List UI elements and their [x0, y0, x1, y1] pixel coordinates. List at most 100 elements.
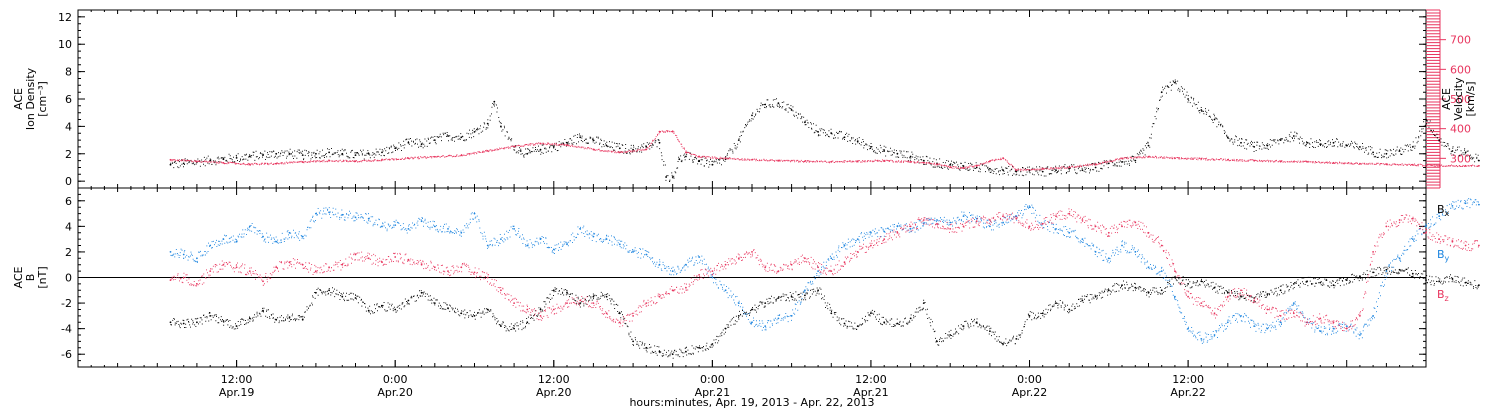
legend-sub: z: [1445, 294, 1449, 303]
bx-point: [989, 330, 991, 333]
by-point: [1385, 270, 1388, 272]
by-point: [1411, 238, 1414, 241]
x-tick-time: 0:00: [700, 373, 725, 386]
by-point: [1107, 257, 1110, 260]
y-tick-label: 6: [65, 93, 72, 106]
y-tick-label: 0: [65, 272, 72, 285]
b-axis-title-line: [nT]: [36, 266, 49, 288]
by-point: [949, 221, 952, 224]
y-tick-label: 0: [65, 175, 72, 188]
density-point: [1306, 141, 1308, 144]
bx-point: [566, 291, 568, 294]
bz-point: [751, 251, 753, 253]
bx-point: [1041, 312, 1044, 315]
bx-point: [777, 297, 780, 299]
by-point: [420, 220, 423, 223]
bx-point: [328, 289, 330, 292]
bz-point: [1213, 312, 1216, 315]
bx-point: [962, 325, 965, 327]
density-point: [1451, 150, 1454, 152]
bz-point: [209, 270, 212, 272]
bz-point: [922, 219, 925, 221]
y-tick-label: 10: [58, 38, 72, 51]
bx-point: [1332, 284, 1335, 287]
bz-point: [870, 244, 872, 247]
bz-point: [1425, 231, 1427, 234]
y-tick-label: 4: [65, 220, 72, 233]
density-point: [764, 103, 767, 106]
density-point: [737, 139, 740, 142]
bx-point: [222, 320, 225, 322]
bx-point: [843, 322, 846, 325]
bx-point: [1359, 275, 1361, 278]
bz-point: [817, 266, 819, 269]
bz-point: [1332, 321, 1335, 324]
top-series: [169, 79, 1480, 182]
bx-point: [473, 315, 476, 317]
density-samples: [170, 79, 1479, 182]
x-tick-time: 12:00: [1172, 373, 1204, 386]
bz-point: [658, 295, 661, 298]
density-point: [685, 155, 687, 158]
bz-point: [500, 289, 502, 292]
bz-samples: [170, 208, 1479, 332]
bx-point: [407, 299, 410, 302]
density-point: [367, 152, 370, 155]
density-point: [1015, 170, 1018, 173]
bx-point: [817, 289, 819, 292]
bz-point: [486, 276, 489, 279]
by-point: [711, 276, 714, 279]
x-tick-date: Apr.22: [1012, 386, 1048, 399]
bx-point: [1345, 279, 1348, 281]
bz-point: [804, 257, 806, 260]
by-point: [1438, 215, 1441, 218]
velocity-tick-label: 600: [1450, 63, 1471, 76]
by-point: [1028, 206, 1031, 209]
bx-point: [1279, 289, 1282, 292]
bz-point: [1464, 244, 1467, 247]
bz-point: [407, 258, 410, 261]
bx-point: [288, 316, 291, 318]
y-tick-label: -4: [61, 323, 72, 336]
y-tick-label: 8: [65, 66, 72, 79]
by-point: [989, 225, 991, 228]
bz-point: [685, 286, 687, 289]
bz-point: [1240, 289, 1242, 292]
density-point: [883, 150, 886, 152]
by-point: [341, 213, 344, 216]
bz-point: [1319, 317, 1322, 320]
bx-point: [196, 321, 198, 324]
x-tick-date: Apr.20: [536, 386, 572, 399]
velocity-axis-title: ACEVelocity[km/s]: [1440, 77, 1477, 121]
bz-point: [1015, 217, 1018, 220]
bx-point: [605, 295, 608, 298]
bx-point: [1451, 277, 1454, 280]
density-point: [1292, 135, 1295, 137]
density-point: [1253, 146, 1256, 148]
density-point: [1068, 167, 1071, 170]
y-tick-label: 6: [65, 195, 72, 208]
bx-point: [354, 297, 357, 299]
by-point: [447, 228, 449, 230]
density-point: [486, 122, 489, 125]
x-tick-time: 0:00: [383, 373, 408, 386]
bz-point: [843, 261, 846, 264]
bz-point: [222, 263, 225, 266]
bx-point: [1306, 280, 1308, 283]
bz-point: [764, 266, 767, 269]
y-tick-label: 12: [58, 11, 72, 24]
density-point: [1002, 169, 1004, 172]
by-point: [328, 211, 330, 214]
density-point: [804, 121, 806, 124]
bz-point: [1160, 244, 1163, 247]
by-point: [1068, 231, 1071, 234]
x-minor-ticks: [77, 10, 1427, 188]
x-axis-title: hours:minutes, Apr. 19, 2013 - Apr. 22, …: [629, 396, 874, 409]
by-point: [1292, 302, 1295, 304]
x-tick-time: 12:00: [221, 373, 253, 386]
velocity-axis-title-line: ACE: [1440, 88, 1453, 110]
density-point: [381, 151, 383, 154]
bz-point: [909, 225, 912, 228]
